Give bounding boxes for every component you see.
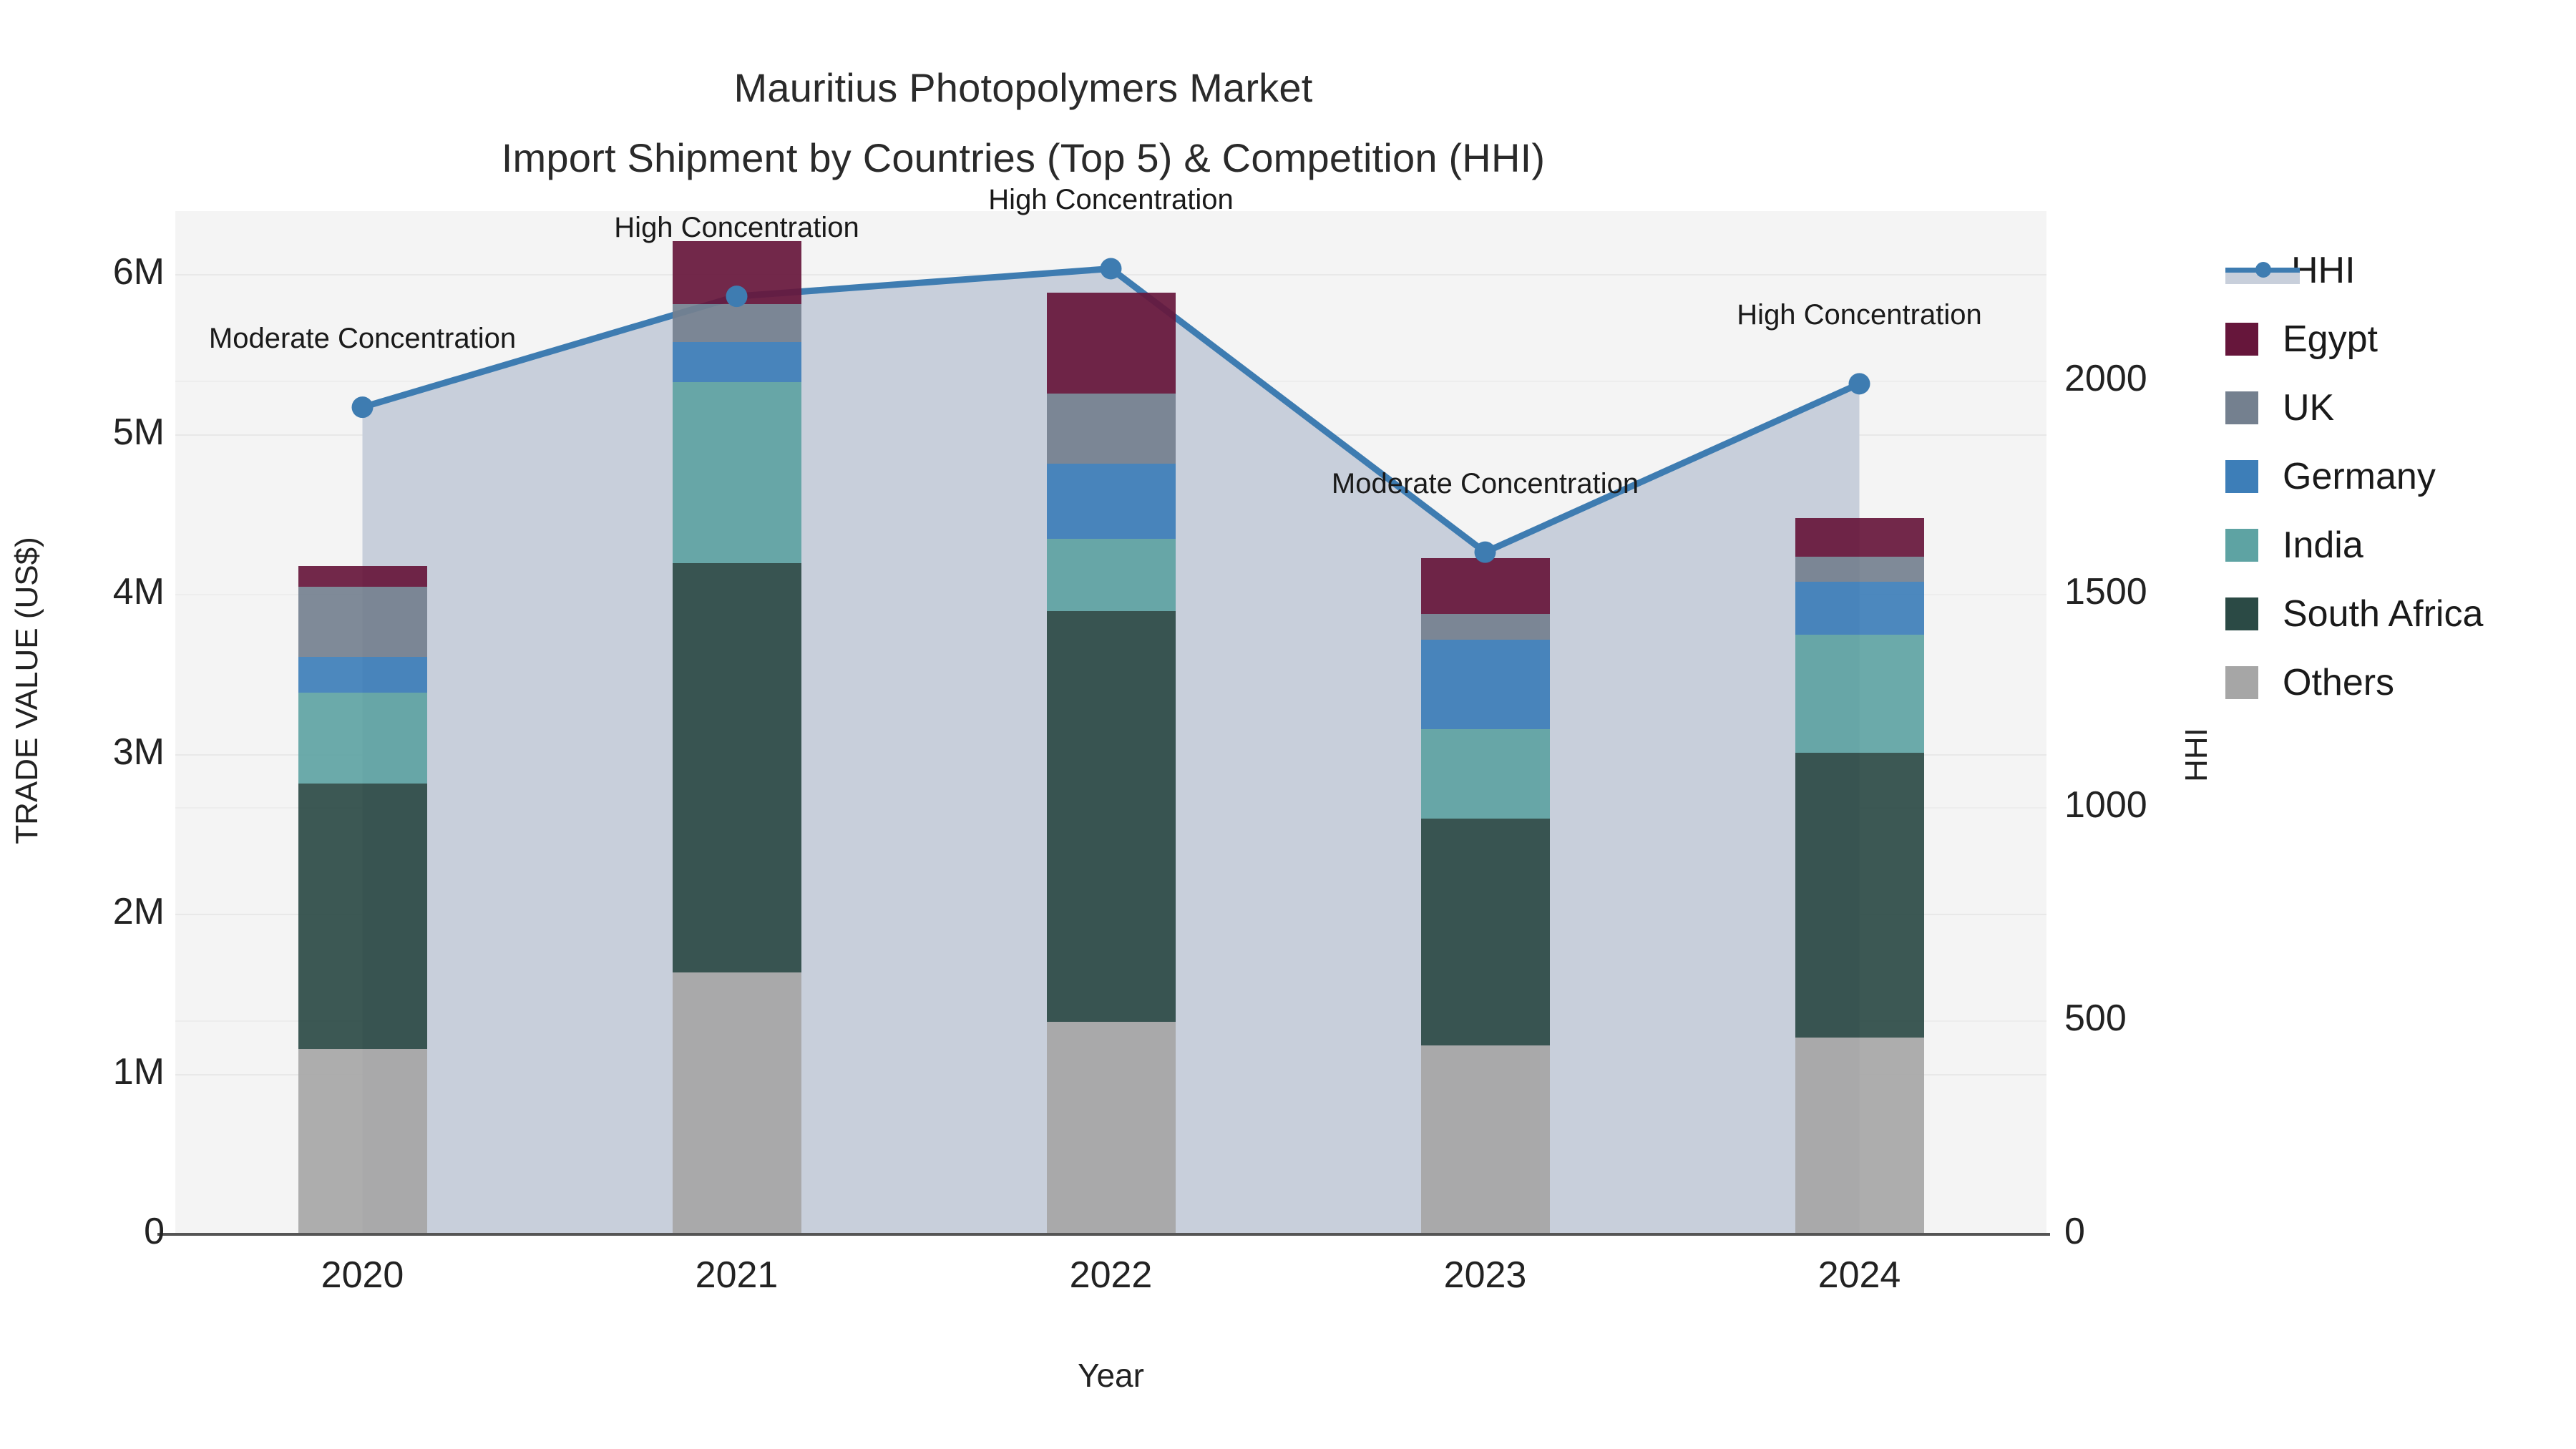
x-axis-label: Year (1078, 1357, 1144, 1394)
bar-2021[interactable] (672, 241, 801, 1234)
hhi-marker-2024[interactable] (1848, 373, 1870, 395)
annotation-2023: Moderate Concentration (1331, 467, 1639, 499)
chart-title: Mauritius Photopolymers Market (733, 65, 1313, 110)
legend-swatch-icon (2225, 460, 2258, 493)
bar-segment-2024-india[interactable] (1795, 635, 1924, 753)
y-tick-right-1000: 1000 (2064, 784, 2147, 826)
legend-item-uk[interactable]: UK (2225, 374, 2562, 442)
y-tick-left-3M: 3M (112, 731, 165, 773)
y-tick-left-2M: 2M (112, 891, 165, 933)
bar-segment-2024-others[interactable] (1795, 1038, 1924, 1234)
y-tick-left-5M: 5M (112, 411, 165, 453)
hhi-marker-2023[interactable] (1474, 541, 1496, 563)
plot-area: Moderate Concentration High Concentration… (175, 184, 2046, 1235)
bar-segment-2020-germany[interactable] (298, 657, 427, 693)
bar-segment-2021-germany[interactable] (672, 342, 801, 383)
y-tick-right-500: 500 (2064, 997, 2127, 1040)
bar-segment-2021-others[interactable] (672, 972, 801, 1234)
bar-segment-2024-south-africa[interactable] (1795, 753, 1924, 1038)
annotation-2022: High Concentration (988, 184, 1234, 216)
legend-item-label: India (2283, 525, 2363, 566)
legend-item-india[interactable]: India (2225, 511, 2562, 580)
y-tick-left-0: 0 (144, 1211, 165, 1252)
legend-line-marker-icon (2225, 254, 2300, 287)
legend-item-south-africa[interactable]: South Africa (2225, 580, 2562, 648)
bar-segment-2023-india[interactable] (1420, 728, 1550, 819)
bar-segment-2022-egypt[interactable] (1046, 292, 1176, 394)
hhi-marker-2021[interactable] (726, 286, 748, 308)
bar-segment-2023-others[interactable] (1420, 1045, 1550, 1234)
bar-segment-2021-uk[interactable] (672, 303, 801, 343)
legend-item-hhi[interactable]: HHI (2225, 236, 2562, 305)
legend-item-egypt[interactable]: Egypt (2225, 305, 2562, 374)
bar-segment-2020-south-africa[interactable] (298, 783, 427, 1049)
legend-item-label: Egypt (2283, 318, 2378, 360)
legend-item-label: Germany (2283, 456, 2436, 497)
hhi-marker-2020[interactable] (351, 396, 374, 419)
y-tick-left-6M: 6M (112, 251, 165, 293)
annotation-2020: Moderate Concentration (208, 323, 517, 355)
bar-2020[interactable] (298, 566, 427, 1234)
bar-segment-2024-egypt[interactable] (1795, 518, 1924, 557)
legend-swatch-icon (2225, 666, 2258, 699)
legend: HHI Egypt UK Germany India South Africa Others (2225, 236, 2562, 717)
x-axis-line (157, 1233, 2050, 1236)
bar-segment-2020-india[interactable] (298, 692, 427, 784)
bar-segment-2020-uk[interactable] (298, 587, 427, 658)
legend-item-label: Others (2283, 662, 2395, 703)
y-tick-right-1500: 1500 (2064, 571, 2147, 613)
bar-segment-2023-south-africa[interactable] (1420, 819, 1550, 1046)
x-tick-2021: 2021 (695, 1254, 779, 1296)
bar-segment-2022-south-africa[interactable] (1046, 610, 1176, 1022)
legend-item-germany[interactable]: Germany (2225, 442, 2562, 511)
bar-segment-2023-uk[interactable] (1420, 614, 1550, 640)
bar-segment-2022-india[interactable] (1046, 539, 1176, 611)
bar-2022[interactable] (1046, 292, 1176, 1234)
legend-item-label: HHI (2291, 250, 2356, 291)
bar-2023[interactable] (1420, 557, 1550, 1234)
annotation-2024: High Concentration (1737, 299, 1982, 331)
legend-item-label: South Africa (2283, 593, 2484, 635)
bar-segment-2023-germany[interactable] (1420, 639, 1550, 729)
bar-segment-2023-egypt[interactable] (1420, 557, 1550, 615)
x-tick-2024: 2024 (1818, 1254, 1901, 1296)
bar-2024[interactable] (1795, 518, 1924, 1234)
bar-segment-2022-germany[interactable] (1046, 464, 1176, 540)
legend-swatch-icon (2225, 323, 2258, 356)
y-tick-left-4M: 4M (112, 571, 165, 613)
legend-swatch-icon (2225, 529, 2258, 562)
legend-swatch-icon (2225, 597, 2258, 630)
y-axis-left-label: TRADE VALUE (US$) (9, 537, 44, 844)
bar-segment-2020-others[interactable] (298, 1048, 427, 1234)
bar-segment-2022-others[interactable] (1046, 1021, 1176, 1234)
bar-segment-2020-egypt[interactable] (298, 566, 427, 587)
legend-item-label: UK (2283, 387, 2335, 429)
bar-segment-2024-uk[interactable] (1795, 556, 1924, 582)
legend-item-others[interactable]: Others (2225, 648, 2562, 717)
x-tick-2020: 2020 (321, 1254, 404, 1296)
bar-segment-2024-germany[interactable] (1795, 582, 1924, 635)
bar-segment-2021-india[interactable] (672, 382, 801, 563)
x-tick-2022: 2022 (1069, 1254, 1153, 1296)
annotation-2021: High Concentration (614, 212, 859, 244)
y-tick-right-0: 0 (2064, 1211, 2085, 1252)
y-tick-left-1M: 1M (112, 1050, 165, 1093)
legend-swatch-icon (2225, 391, 2258, 424)
y-axis-right-label: HHI (2179, 728, 2214, 782)
bar-segment-2021-south-africa[interactable] (672, 562, 801, 972)
y-tick-right-2000: 2000 (2064, 358, 2147, 400)
x-tick-2023: 2023 (1443, 1254, 1527, 1296)
bar-segment-2022-uk[interactable] (1046, 393, 1176, 464)
hhi-marker-2022[interactable] (1100, 258, 1122, 280)
chart-subtitle: Import Shipment by Countries (Top 5) & C… (501, 135, 1546, 180)
